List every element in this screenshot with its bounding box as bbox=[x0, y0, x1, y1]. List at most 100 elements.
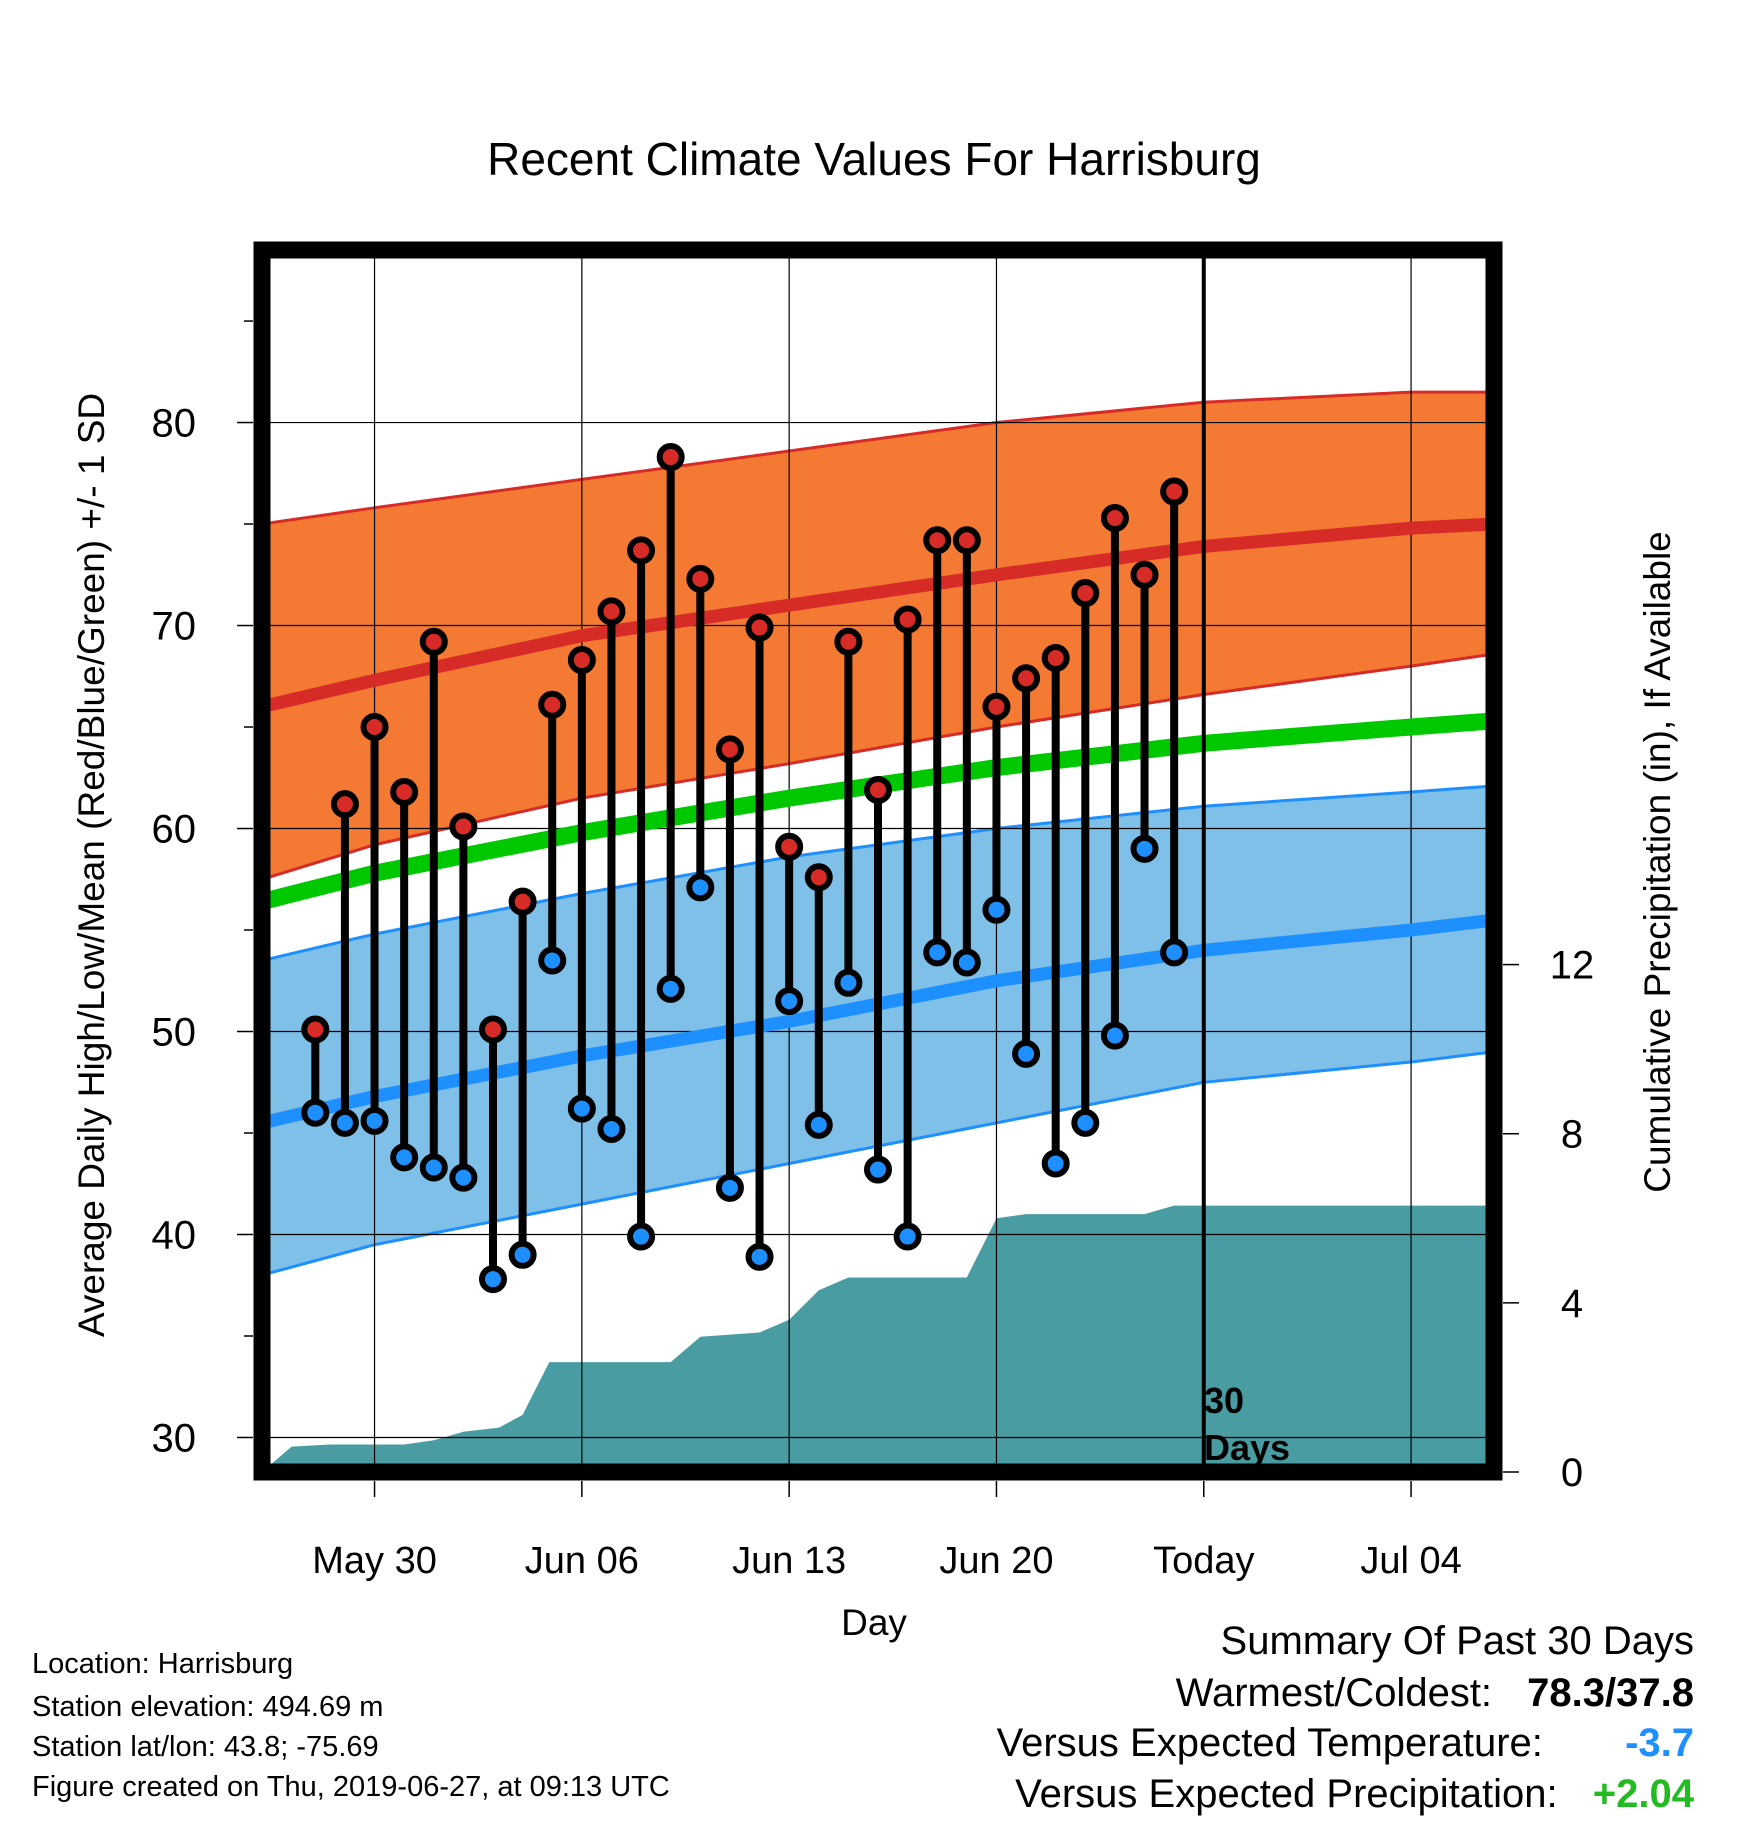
daily-low-point bbox=[360, 1106, 389, 1135]
daily-low-point bbox=[745, 1242, 774, 1271]
daily-high-point bbox=[390, 777, 419, 806]
precip-value: +2.04 bbox=[1592, 1772, 1694, 1816]
axes-layer: 30 40 50 60 70 80 0 4 8 12 May 30 Jun 06 Jun 13 Jun 2… bbox=[152, 320, 1594, 1582]
cumulative-precip-area bbox=[262, 1205, 1494, 1472]
daily-low-point bbox=[1041, 1149, 1070, 1178]
y-tick-label-right: 0 bbox=[1561, 1451, 1583, 1495]
x-tick-label: May 30 bbox=[312, 1540, 437, 1582]
low-plus-sd-line bbox=[262, 784, 1494, 962]
daily-low-point bbox=[864, 1155, 892, 1184]
daily-low-point bbox=[301, 1098, 330, 1127]
warm-cold-label: Warmest/Coldest: bbox=[1175, 1671, 1493, 1715]
daily-low-point bbox=[419, 1153, 448, 1182]
daily-high-point bbox=[745, 613, 774, 642]
daily-high-point bbox=[686, 564, 715, 593]
high-mean-line bbox=[262, 517, 1494, 714]
daily-low-point bbox=[597, 1114, 626, 1143]
y-tick-label-left: 60 bbox=[152, 808, 197, 852]
daily-low-point bbox=[1100, 1021, 1129, 1050]
y-tick-label-left: 70 bbox=[152, 605, 197, 649]
temp-label: Versus Expected Temperature: bbox=[996, 1721, 1543, 1765]
station-latlon: Station lat/lon: 43.8; -75.69 bbox=[32, 1731, 379, 1763]
station-elevation: Station elevation: 494.69 m bbox=[32, 1691, 384, 1723]
daily-high-point bbox=[923, 526, 952, 555]
daily-high-point bbox=[893, 605, 922, 634]
high-sd-band bbox=[262, 392, 1494, 880]
daily-high-point bbox=[952, 526, 981, 555]
daily-low-point bbox=[656, 974, 685, 1003]
daily-high-point bbox=[804, 863, 833, 892]
daily-high-point bbox=[834, 627, 863, 656]
daily-low-point bbox=[923, 938, 952, 967]
daily-high-point bbox=[360, 713, 389, 742]
daily-high-point bbox=[982, 692, 1011, 721]
high-minus-sd-line bbox=[262, 652, 1494, 881]
daily-low-point bbox=[715, 1173, 744, 1202]
daily-low-point bbox=[627, 1222, 656, 1251]
summary-precipitation: Versus Expected Precipitation: +2.04 bbox=[1015, 1770, 1694, 1818]
daily-low-point bbox=[804, 1110, 833, 1139]
y-tick-label-right: 8 bbox=[1561, 1113, 1583, 1157]
summary-temperature: Versus Expected Temperature: -3.7 bbox=[997, 1719, 1694, 1767]
daily-high-point bbox=[775, 832, 804, 861]
y-tick-label-left: 40 bbox=[152, 1214, 197, 1258]
daily-low-point bbox=[567, 1094, 596, 1123]
y-tick-label-left: 80 bbox=[152, 402, 197, 446]
daily-low-point bbox=[538, 946, 567, 975]
precip-label: Versus Expected Precipitation: bbox=[1015, 1772, 1558, 1816]
daily-high-point bbox=[508, 887, 537, 916]
daily-high-point bbox=[479, 1015, 507, 1044]
daily-high-point bbox=[1012, 664, 1041, 693]
x-axis-label: Day bbox=[841, 1602, 907, 1643]
y-tick-label-right: 4 bbox=[1561, 1282, 1583, 1326]
x-tick-label: Today bbox=[1153, 1540, 1254, 1582]
daily-low-point bbox=[1160, 938, 1189, 967]
daily-high-point bbox=[1130, 560, 1159, 589]
daily-low-point bbox=[1071, 1108, 1100, 1137]
figure-created: Figure created on Thu, 2019-06-27, at 09… bbox=[32, 1771, 670, 1803]
daily-low-point bbox=[508, 1240, 537, 1269]
daily-high-point bbox=[301, 1015, 330, 1044]
low-minus-sd-line bbox=[262, 1050, 1494, 1277]
mean-line bbox=[262, 712, 1494, 910]
plot-frame bbox=[253, 241, 1503, 1481]
daily-high-point bbox=[864, 775, 892, 804]
daily-low-point bbox=[1130, 834, 1159, 863]
summary-warm-cold: Warmest/Coldest: 78.3/37.8 bbox=[1176, 1669, 1694, 1717]
low-mean-line bbox=[262, 913, 1494, 1130]
daily-low-point bbox=[893, 1222, 922, 1251]
daily-high-point bbox=[449, 812, 478, 841]
daily-high-point bbox=[627, 536, 656, 565]
daily-low-point bbox=[449, 1163, 478, 1192]
daily-high-point bbox=[1041, 644, 1070, 673]
warm-cold-value: 78.3/37.8 bbox=[1527, 1671, 1694, 1715]
daily-low-point bbox=[390, 1143, 419, 1172]
plot-area bbox=[262, 250, 1494, 1472]
daily-low-point bbox=[952, 948, 981, 977]
daily-high-point bbox=[538, 690, 567, 719]
x-tick-label: Jun 06 bbox=[525, 1540, 639, 1582]
daily-low-point bbox=[330, 1108, 359, 1137]
today-label-line2: Days bbox=[1204, 1427, 1290, 1468]
daily-low-point bbox=[479, 1265, 507, 1294]
summary-title: Summary Of Past 30 Days bbox=[1220, 1619, 1694, 1663]
x-tick-label: Jun 20 bbox=[939, 1540, 1053, 1582]
y-axis-label-left: Average Daily High/Low/Mean (Red/Blue/Gr… bbox=[71, 393, 112, 1337]
daily-high-point bbox=[1071, 579, 1100, 608]
x-tick-label: Jul 04 bbox=[1360, 1540, 1461, 1582]
high-plus-sd-line bbox=[262, 390, 1494, 526]
daily-low-point bbox=[686, 873, 715, 902]
daily-high-point bbox=[597, 597, 626, 626]
temp-value: -3.7 bbox=[1625, 1721, 1694, 1765]
daily-high-point bbox=[1100, 503, 1129, 532]
daily-low-point bbox=[834, 968, 863, 997]
daily-high-point bbox=[567, 646, 596, 675]
daily-low-point bbox=[982, 895, 1011, 924]
x-tick-label: Jun 13 bbox=[732, 1540, 846, 1582]
daily-high-point bbox=[330, 790, 359, 819]
daily-high-point bbox=[419, 627, 448, 656]
daily-high-point bbox=[715, 735, 744, 764]
daily-high-point bbox=[1160, 477, 1189, 506]
station-location: Location: Harrisburg bbox=[32, 1648, 294, 1680]
daily-low-point bbox=[1012, 1039, 1041, 1068]
